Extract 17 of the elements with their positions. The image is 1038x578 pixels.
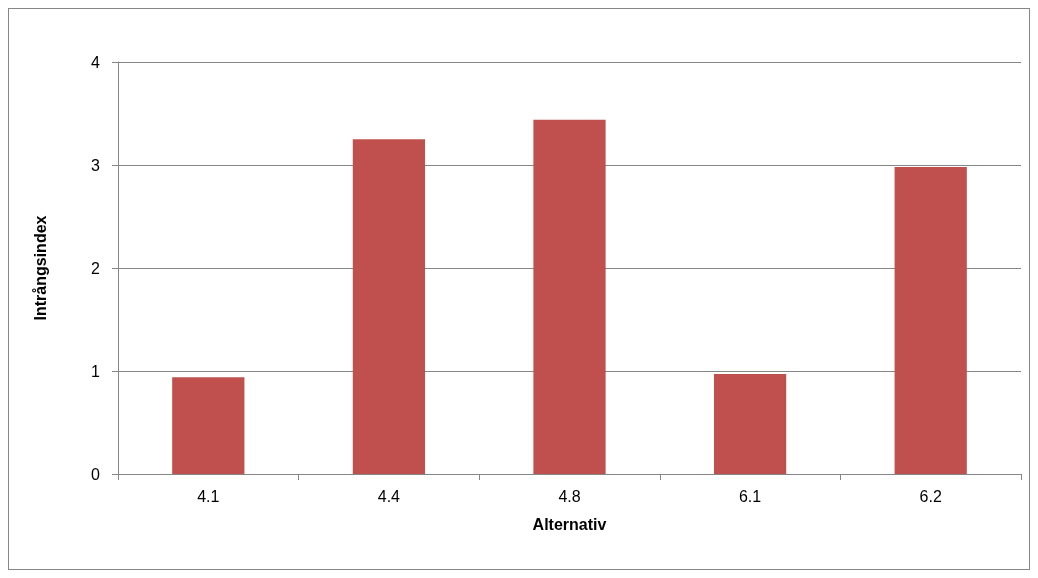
y-axis-title: Intrångsindex: [31, 215, 49, 321]
bar: [352, 139, 426, 474]
bar: [894, 167, 967, 474]
y-tick-label: 4: [91, 53, 101, 71]
x-tick-label: 4.4: [377, 487, 401, 505]
x-tick-label: 4.1: [197, 487, 220, 505]
y-tick-label: 1: [91, 362, 101, 380]
y-tick-label: 0: [91, 465, 101, 483]
bar: [172, 377, 245, 474]
bar: [713, 374, 787, 474]
x-tick-label: 4.8: [558, 487, 581, 505]
x-axis-title: Alternativ: [532, 515, 607, 533]
y-tick-label: 2: [91, 259, 101, 277]
bar: [533, 119, 606, 474]
x-tick-label: 6.2: [919, 487, 942, 505]
x-tick-label: 6.1: [738, 487, 762, 505]
y-tick-label: 3: [91, 156, 101, 174]
